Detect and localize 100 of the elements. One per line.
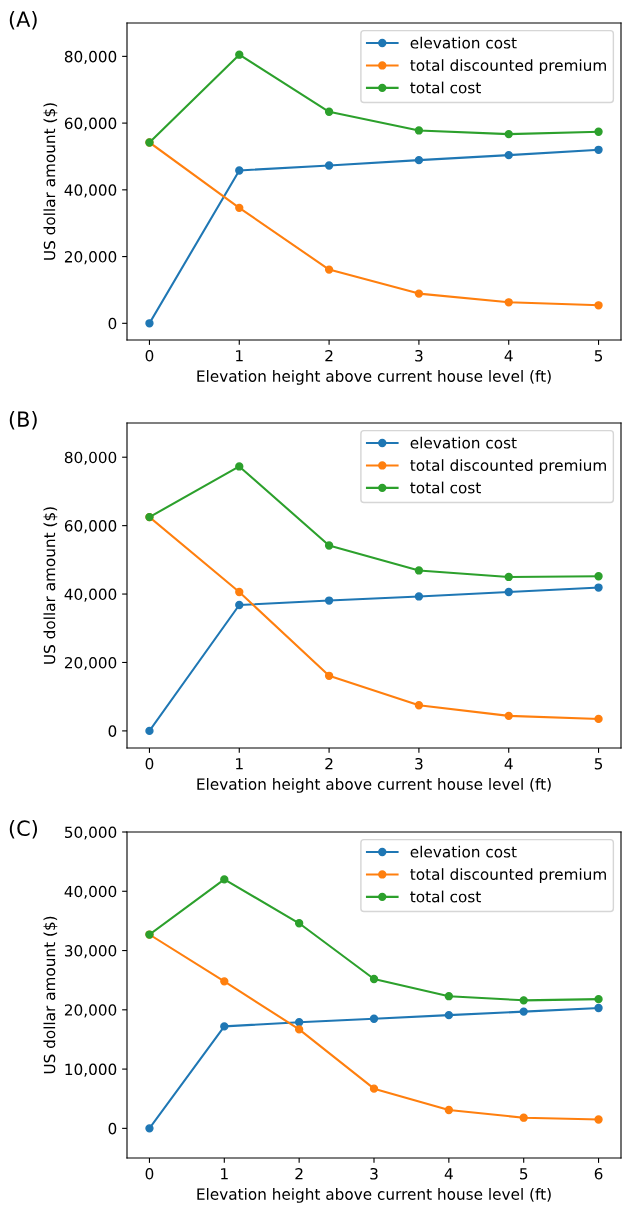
y-tick-label: 80,000: [64, 50, 117, 64]
x-tick-label: 5: [594, 350, 603, 362]
chart-title: (A): [9, 10, 37, 30]
point: [414, 701, 424, 710]
point: [235, 600, 244, 610]
x-tick-label: 0: [145, 349, 154, 362]
point: [414, 566, 424, 575]
point: [235, 462, 244, 471]
chart-title: (C): [9, 819, 38, 839]
point: [519, 996, 528, 1005]
y-tick-label: 20,000: [64, 656, 117, 671]
y-tick-label: 30,000: [64, 945, 117, 959]
y-tick-label: 20,000: [64, 1004, 117, 1018]
y-axis-title: US dollar amount ($): [43, 507, 58, 664]
y-tick-label: 40,000: [64, 885, 117, 899]
point: [519, 1113, 528, 1122]
point: [414, 289, 424, 298]
y-tick-label: 80,000: [64, 451, 117, 465]
point: [235, 587, 244, 597]
point: [504, 572, 513, 582]
point: [594, 1003, 603, 1013]
legend-label: total cost: [410, 481, 481, 494]
point: [414, 126, 424, 135]
y-tick-label: 0: [108, 725, 117, 737]
x-tick-label: 5: [520, 1168, 528, 1180]
point: [235, 203, 244, 213]
point: [220, 977, 229, 986]
point: [324, 671, 334, 680]
y-tick-label: 60,000: [64, 117, 117, 131]
point: [235, 50, 244, 59]
x-tick-label: 3: [415, 349, 423, 362]
point: [324, 541, 334, 550]
x-tick-label: 0: [145, 1167, 154, 1180]
point: [594, 145, 603, 154]
point: [504, 129, 513, 139]
y-axis-title: US dollar amount ($): [43, 916, 58, 1074]
point: [369, 1084, 379, 1093]
y-tick-label: 0: [108, 317, 117, 330]
y-tick-label: 60,000: [64, 520, 117, 534]
point: [220, 1022, 229, 1031]
point: [220, 875, 229, 884]
point: [369, 1014, 379, 1023]
x-tick-label: 1: [236, 350, 243, 362]
x-tick-label: 2: [325, 349, 333, 362]
point: [594, 714, 603, 724]
y-tick-label: 50,000: [65, 826, 117, 840]
x-axis-title: Elevation height above current house level (ft): [197, 370, 551, 385]
point: [504, 587, 513, 597]
point: [444, 1010, 454, 1020]
x-tick-label: 2: [295, 1167, 303, 1180]
x-axis-title: Elevation height above current house level (ft): [197, 778, 551, 793]
point: [594, 572, 603, 581]
point: [294, 1018, 304, 1027]
x-tick-label: 3: [415, 757, 423, 770]
legend-label: total discounted premium: [410, 868, 606, 883]
point: [504, 711, 513, 721]
legend-label: total discounted premium: [410, 59, 606, 74]
point: [145, 319, 154, 328]
point: [444, 992, 454, 1001]
y-axis-title: US dollar amount ($): [43, 103, 58, 260]
point: [594, 127, 603, 136]
x-tick-label: 4: [444, 1168, 453, 1180]
y-tick-label: 40,000: [64, 588, 117, 602]
y-tick-label: 20,000: [64, 251, 117, 265]
x-tick-label: 5: [594, 758, 603, 770]
point: [444, 1105, 454, 1115]
point: [414, 155, 424, 165]
legend-label: elevation cost: [410, 36, 517, 49]
point: [235, 166, 244, 175]
y-tick-label: 0: [108, 1122, 117, 1135]
point: [294, 919, 304, 928]
point: [324, 107, 334, 116]
point: [294, 1025, 304, 1034]
point: [504, 150, 513, 160]
x-tick-label: 3: [370, 1167, 378, 1180]
legend-label: total cost: [410, 81, 481, 94]
legend-label: elevation cost: [410, 436, 517, 449]
y-tick-label: 10,000: [65, 1063, 117, 1077]
point: [324, 596, 334, 605]
legend-label: elevation cost: [410, 845, 517, 858]
point: [594, 301, 603, 310]
point: [519, 1007, 528, 1016]
x-tick-label: 0: [145, 757, 154, 770]
x-tick-label: 1: [221, 1168, 228, 1180]
y-tick-label: 40,000: [64, 184, 117, 198]
x-tick-label: 6: [594, 1167, 603, 1180]
point: [145, 1124, 154, 1133]
point: [324, 265, 334, 274]
point: [594, 583, 603, 592]
chart-title: (B): [9, 410, 37, 430]
point: [594, 1115, 603, 1124]
x-tick-label: 2: [325, 757, 333, 770]
legend-label: total discounted premium: [410, 459, 606, 474]
point: [504, 298, 513, 307]
legend-label: total cost: [410, 890, 481, 903]
x-tick-label: 4: [504, 758, 513, 770]
point: [414, 592, 424, 601]
point: [324, 161, 334, 170]
point: [145, 726, 154, 736]
x-tick-label: 4: [504, 350, 513, 362]
